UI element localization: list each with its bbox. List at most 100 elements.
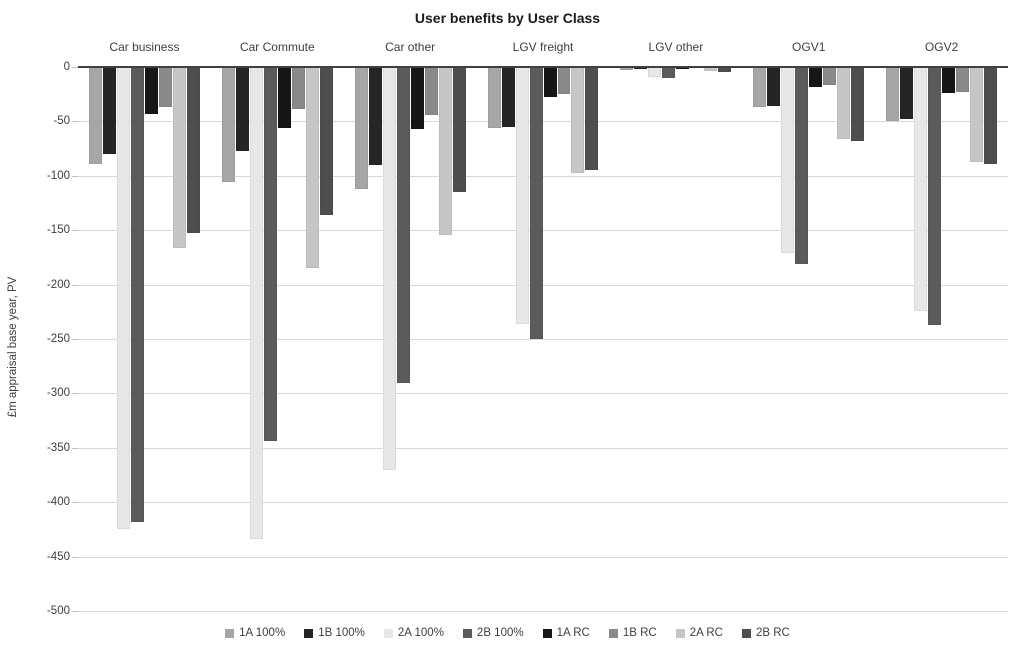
bar-group — [875, 67, 1008, 611]
legend: 1A 100% 1B 100% 2A 100% 2B 100% 1A RC 1B RC 2A… — [0, 627, 1015, 639]
y-tick-mark — [72, 284, 78, 286]
bar — [648, 67, 662, 77]
y-tick-mark — [72, 393, 78, 395]
y-tick-label: -350 — [46, 441, 70, 454]
gridline — [78, 121, 1008, 123]
bar — [221, 67, 235, 183]
bar — [277, 67, 291, 128]
y-tick-label: -50 — [53, 115, 70, 128]
legend-item: 1A RC — [542, 627, 590, 639]
legend-item: 2A 100% — [383, 627, 444, 639]
legend-label: 1A RC — [556, 627, 590, 639]
y-tick-label: -500 — [46, 605, 70, 617]
gridline — [78, 284, 1008, 286]
bar — [186, 67, 200, 234]
bar — [956, 67, 970, 93]
bar — [543, 67, 557, 98]
bar — [851, 67, 865, 141]
bar — [89, 67, 102, 164]
legend-label: 2A 100% — [397, 627, 444, 639]
bar — [676, 67, 690, 70]
bar — [235, 67, 249, 151]
category-label: LGV freight — [512, 40, 574, 54]
gridline — [78, 611, 1008, 612]
bar — [837, 67, 851, 139]
gridline — [78, 556, 1008, 558]
bar-group — [742, 67, 875, 611]
category-label: Car Commute — [239, 40, 315, 54]
bar — [263, 67, 277, 442]
legend-item: 1A 100% — [225, 627, 285, 639]
bar — [382, 67, 396, 470]
legend-item: 1B 100% — [304, 627, 365, 639]
legend-item: 2B 100% — [462, 627, 524, 639]
y-tick-label: -250 — [46, 333, 70, 345]
y-tick-label: -150 — [46, 224, 70, 237]
legend-label: 1A 100% — [239, 627, 286, 639]
bar — [158, 67, 172, 108]
y-tick-labels: 0 -50 -100 -150 -200 -250 -300 -350 -400 -450 -500 — [0, 61, 70, 617]
bar — [781, 67, 795, 254]
bar — [130, 67, 144, 522]
bar — [620, 67, 634, 71]
category-label: Car other — [385, 40, 436, 54]
bar — [501, 67, 515, 127]
bar — [116, 67, 130, 530]
bar — [571, 67, 585, 173]
y-tick-marks — [72, 67, 78, 612]
y-tick-mark — [72, 339, 78, 340]
y-tick-mark — [72, 556, 78, 558]
bar — [410, 67, 424, 130]
bar — [396, 67, 410, 383]
legend-swatch — [608, 628, 618, 638]
bar — [557, 67, 571, 95]
y-tick-mark — [72, 611, 78, 612]
bar — [928, 67, 942, 325]
bar — [249, 67, 263, 540]
bar-group — [211, 67, 344, 611]
bar — [452, 67, 466, 193]
legend-swatch — [462, 628, 472, 638]
bar-group — [344, 67, 477, 611]
bar — [900, 67, 914, 120]
bar-group — [609, 67, 742, 611]
y-tick-mark — [72, 502, 78, 504]
chart-title: User benefits by User Class — [414, 10, 601, 26]
y-tick-label: -200 — [46, 278, 70, 291]
bar — [767, 67, 781, 107]
bar — [305, 67, 319, 269]
bar — [823, 67, 837, 86]
y-tick-mark — [72, 121, 78, 123]
category-label: OGV2 — [924, 40, 959, 54]
legend-swatch — [675, 628, 685, 638]
legend-swatch — [741, 628, 751, 638]
legend-label: 1B RC — [622, 627, 657, 639]
bar — [942, 67, 956, 94]
bar-group — [477, 67, 610, 611]
plot-area — [78, 66, 1008, 612]
y-tick-label: -300 — [46, 387, 70, 400]
gridline — [78, 230, 1008, 232]
bar — [886, 67, 900, 122]
y-tick-label: -450 — [46, 550, 70, 563]
category-label: LGV other — [648, 40, 704, 54]
legend-label: 2A RC — [689, 627, 723, 639]
legend-item: 2A RC — [675, 627, 723, 639]
bar — [718, 67, 732, 73]
bar — [585, 67, 599, 171]
legend-swatch — [304, 628, 314, 638]
bar — [424, 67, 438, 115]
bar — [914, 67, 928, 311]
y-tick-mark — [72, 447, 78, 449]
y-tick-label: 0 — [63, 61, 70, 73]
bar — [634, 67, 648, 70]
bar — [704, 67, 718, 72]
legend-swatch — [383, 628, 393, 638]
gridline — [78, 447, 1008, 449]
bar — [368, 67, 382, 165]
category-label: OGV1 — [792, 40, 826, 54]
category-labels-row: Car business Car Commute Car other LGV frei… — [78, 40, 1008, 58]
legend-swatch — [542, 628, 552, 638]
legend-swatch — [225, 628, 235, 638]
bar — [753, 67, 767, 108]
